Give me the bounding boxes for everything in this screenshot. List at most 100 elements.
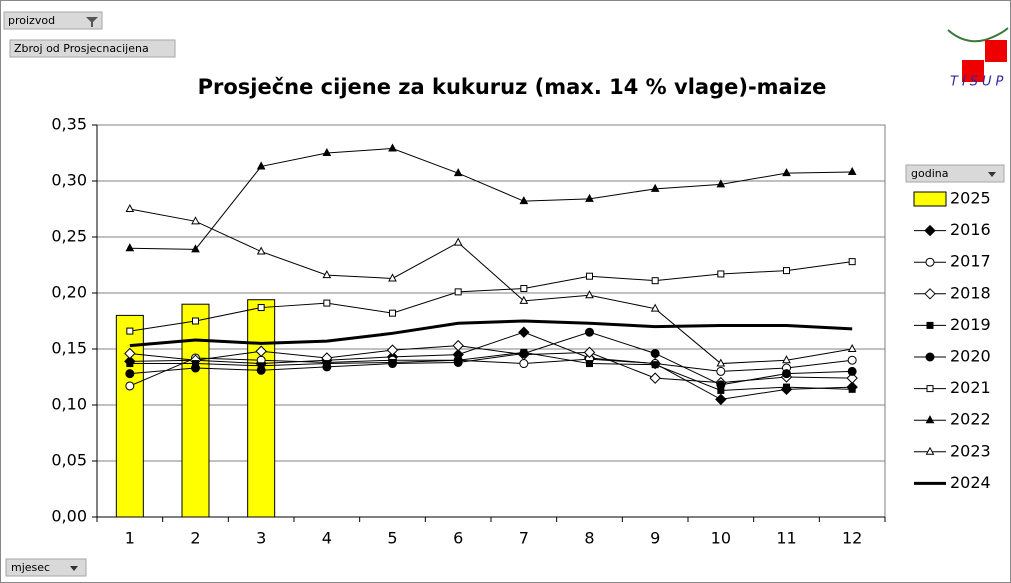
x-tick-label: 1 bbox=[125, 529, 135, 548]
y-tick-label: 0,05 bbox=[51, 451, 87, 470]
marker bbox=[848, 258, 856, 266]
marker bbox=[925, 415, 935, 424]
button-bg[interactable] bbox=[5, 558, 87, 577]
marker bbox=[257, 304, 265, 312]
x-tick-label: 9 bbox=[650, 529, 660, 548]
marker bbox=[783, 383, 790, 391]
marker bbox=[847, 366, 857, 376]
value-field-button[interactable]: Zbroj od Prosjecnacijena bbox=[9, 39, 176, 58]
axis-field-button[interactable]: mjesec bbox=[5, 558, 87, 577]
marker bbox=[782, 355, 791, 364]
button-bg[interactable] bbox=[9, 39, 176, 58]
marker bbox=[651, 277, 659, 285]
line bbox=[129, 319, 853, 348]
line bbox=[129, 351, 853, 391]
marker bbox=[191, 363, 200, 373]
marker bbox=[847, 166, 857, 176]
axis-field[interactable]: mjesec bbox=[11, 561, 50, 574]
marker bbox=[715, 393, 727, 406]
x-tick-label: 10 bbox=[711, 529, 731, 548]
legend-label: 2019 bbox=[950, 315, 991, 334]
marker bbox=[452, 339, 464, 352]
x-tick-label: 11 bbox=[776, 529, 796, 548]
marker bbox=[925, 446, 935, 455]
marker bbox=[256, 365, 266, 375]
logo-text: TISUP bbox=[950, 75, 1007, 90]
y-tick-label: 0,25 bbox=[51, 227, 87, 246]
marker bbox=[651, 361, 659, 369]
marker bbox=[125, 381, 135, 391]
line bbox=[129, 357, 853, 387]
line bbox=[129, 148, 853, 250]
dropdown-arrow[interactable] bbox=[988, 172, 996, 177]
marker bbox=[256, 246, 266, 255]
marker bbox=[519, 196, 529, 205]
x-tick-label: 6 bbox=[453, 529, 463, 548]
line bbox=[129, 208, 853, 365]
filter-icon[interactable] bbox=[86, 17, 98, 27]
logo-square bbox=[985, 40, 1007, 62]
marker bbox=[650, 348, 660, 358]
marker bbox=[454, 288, 462, 296]
dropdown-arrow[interactable] bbox=[70, 566, 78, 571]
marker bbox=[520, 285, 528, 293]
marker bbox=[388, 273, 397, 282]
marker bbox=[847, 355, 857, 365]
marker bbox=[125, 243, 135, 252]
marker bbox=[388, 143, 397, 152]
logo: TISUP bbox=[947, 27, 1009, 90]
marker bbox=[585, 290, 594, 299]
y-tick-label: 0,35 bbox=[51, 115, 87, 134]
x-tick-label: 5 bbox=[387, 529, 397, 548]
x-tick-label: 12 bbox=[842, 529, 862, 548]
marker bbox=[783, 267, 790, 275]
marker bbox=[322, 147, 332, 156]
marker bbox=[125, 369, 135, 379]
button-bg[interactable] bbox=[3, 11, 103, 30]
legend-label: 2024 bbox=[950, 473, 991, 492]
legend-label: 2020 bbox=[950, 347, 991, 366]
marker bbox=[519, 295, 529, 304]
legend-label: 2022 bbox=[950, 410, 991, 429]
legend-label: 2025 bbox=[950, 189, 991, 208]
marker bbox=[650, 183, 660, 192]
x-tick-label: 7 bbox=[519, 529, 529, 548]
marker bbox=[925, 352, 935, 362]
bar bbox=[181, 303, 210, 518]
x-tick-label: 4 bbox=[322, 529, 332, 548]
marker bbox=[519, 359, 529, 369]
button-bg[interactable] bbox=[905, 164, 1005, 183]
marker bbox=[453, 237, 463, 246]
marker bbox=[926, 321, 934, 329]
marker bbox=[583, 346, 596, 359]
marker bbox=[388, 359, 397, 369]
value-field[interactable]: Zbroj od Prosjecnacijena bbox=[14, 42, 149, 55]
pivot-filter-button[interactable]: proizvod bbox=[3, 11, 103, 30]
marker bbox=[586, 272, 593, 280]
y-tick-label: 0,15 bbox=[51, 339, 87, 358]
marker bbox=[126, 327, 134, 335]
marker bbox=[125, 203, 135, 212]
marker bbox=[453, 168, 463, 177]
legend-title[interactable]: godina bbox=[911, 167, 948, 180]
marker bbox=[650, 303, 660, 312]
legend-title-button[interactable]: godina bbox=[905, 164, 1005, 183]
marker bbox=[191, 244, 200, 253]
legend-label: 2018 bbox=[950, 283, 991, 302]
marker bbox=[848, 385, 856, 393]
marker bbox=[649, 372, 661, 384]
pivot-field[interactable]: proizvod bbox=[8, 14, 55, 27]
marker bbox=[782, 168, 791, 177]
marker bbox=[716, 179, 726, 188]
y-tick-label: 0,20 bbox=[51, 283, 87, 302]
marker bbox=[519, 348, 529, 358]
marker bbox=[846, 372, 858, 384]
x-tick-label: 8 bbox=[584, 529, 594, 548]
line bbox=[129, 331, 853, 386]
line bbox=[129, 261, 853, 332]
marker bbox=[322, 270, 332, 279]
y-tick-label: 0,00 bbox=[51, 507, 87, 526]
marker bbox=[126, 360, 134, 368]
x-tick-label: 2 bbox=[190, 529, 200, 548]
